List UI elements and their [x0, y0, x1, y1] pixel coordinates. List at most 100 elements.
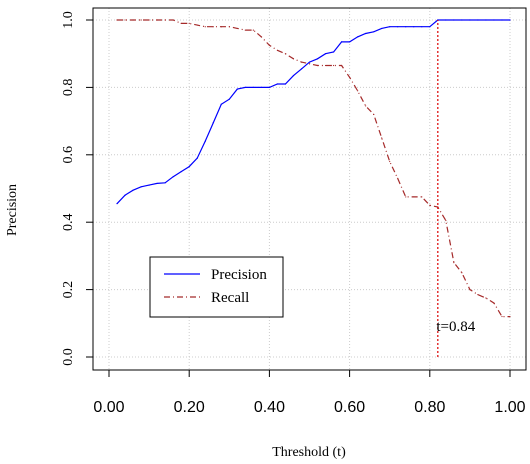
y-axis: 0.0 0.2 0.4 0.6 0.8 1.0: [61, 11, 94, 366]
recall-point: [453, 262, 455, 264]
recall-point: [236, 27, 238, 30]
recall-point: [300, 61, 303, 63]
recall-point: [228, 26, 230, 28]
legend-label-precision: Precision: [211, 267, 267, 283]
recall-point: [405, 196, 407, 198]
precision-point: [116, 203, 118, 205]
x-tick-label: 0.20: [174, 399, 205, 416]
precision-point: [485, 19, 487, 21]
y-tick-label: 0.2: [61, 281, 76, 299]
precision-point: [268, 86, 270, 88]
recall-point: [196, 24, 198, 26]
recall-point: [308, 63, 311, 65]
x-tick-label: 0.40: [254, 399, 285, 416]
precision-point: [429, 26, 431, 28]
y-tick-label: 0.6: [61, 146, 76, 164]
precision-point: [316, 58, 319, 60]
precision-point: [357, 36, 359, 38]
recall-point: [124, 19, 126, 21]
precision-point: [397, 26, 399, 28]
recall-point: [148, 19, 150, 21]
recall-point: [132, 19, 134, 21]
recall-point: [212, 26, 214, 28]
precision-point: [493, 19, 495, 21]
precision-point: [196, 157, 198, 159]
precision-point: [389, 26, 391, 28]
recall-point: [180, 22, 182, 24]
y-tick-label: 1.0: [61, 11, 76, 29]
precision-point: [172, 176, 174, 178]
precision-point: [340, 41, 343, 43]
precision-point: [413, 26, 415, 28]
y-tick-label: 0.0: [61, 348, 76, 366]
precision-point: [244, 86, 246, 88]
recall-point: [284, 53, 287, 55]
precision-point: [501, 19, 503, 21]
precision-point: [204, 140, 206, 142]
precision-point: [509, 19, 511, 21]
recall-point: [316, 64, 319, 67]
x-axis: 0.00 0.20 0.40 0.60 0.80 1.00: [93, 369, 526, 416]
precision-point: [469, 19, 471, 21]
recall-point: [332, 64, 335, 67]
y-tick-label: 0.4: [61, 213, 76, 231]
recall-point: [381, 137, 383, 139]
precision-point: [300, 68, 303, 70]
x-tick-label: 0.00: [93, 399, 124, 416]
precision-point: [332, 51, 335, 53]
threshold-label: t=0.84: [436, 319, 475, 335]
recall-point: [324, 64, 327, 67]
precision-point: [373, 31, 375, 33]
x-axis-label: Threshold (t): [272, 445, 346, 460]
precision-point: [292, 75, 295, 77]
precision-point: [421, 26, 423, 28]
precision-point: [124, 194, 126, 196]
precision-point: [477, 19, 479, 21]
precision-point: [365, 32, 367, 35]
recall-point: [204, 26, 206, 28]
precision-point: [284, 83, 287, 85]
precision-point: [260, 86, 262, 88]
recall-point: [357, 90, 359, 92]
recall-point: [156, 19, 158, 21]
x-tick-label: 0.60: [334, 399, 365, 416]
recall-point: [244, 29, 246, 31]
precision-point: [156, 182, 158, 185]
recall-point: [445, 219, 447, 222]
precision-point: [324, 53, 327, 55]
recall-point: [140, 19, 142, 21]
x-tick-label: 1.00: [494, 399, 525, 416]
y-tick-label: 0.8: [61, 79, 76, 97]
precision-point: [308, 61, 311, 63]
precision-point: [349, 41, 351, 43]
threshold-layer: t=0.84: [436, 20, 476, 357]
recall-point: [373, 113, 375, 115]
recall-point: [485, 297, 487, 299]
precision-point: [453, 19, 455, 21]
precision-point: [252, 86, 254, 88]
recall-point: [413, 196, 415, 198]
recall-line: [117, 19, 510, 318]
recall-point: [276, 49, 279, 51]
recall-point: [268, 44, 270, 46]
x-tick-label: 0.80: [414, 399, 445, 416]
precision-point: [212, 122, 214, 124]
recall-point: [172, 19, 174, 21]
recall-point: [429, 204, 431, 206]
recall-point: [477, 294, 479, 296]
precision-point: [132, 189, 134, 191]
recall-point: [461, 272, 463, 274]
precision-line: [116, 19, 510, 205]
precision-point: [164, 182, 166, 184]
precision-point: [180, 171, 182, 173]
recall-point: [493, 302, 495, 304]
precision-point: [405, 26, 407, 28]
recall-point: [469, 289, 471, 291]
precision-point: [236, 88, 238, 90]
recall-point: [252, 29, 254, 31]
legend-box: [149, 256, 284, 318]
precision-point: [445, 19, 447, 21]
recall-point: [509, 315, 511, 318]
y-axis-label: Precision: [5, 184, 20, 236]
